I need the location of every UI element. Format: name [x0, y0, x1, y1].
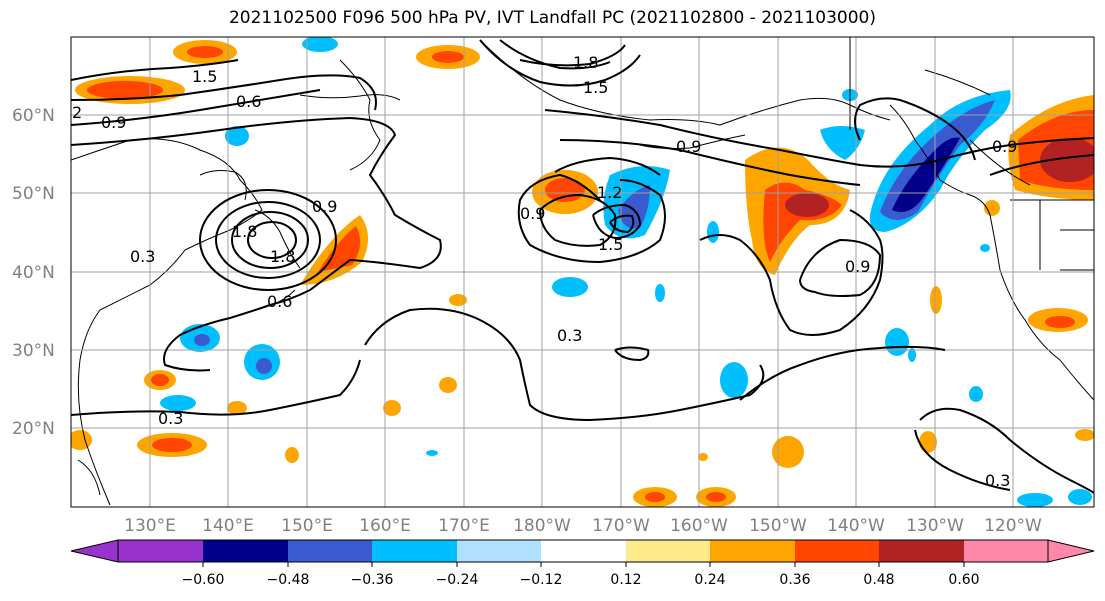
lon-label: 160°E — [359, 516, 411, 536]
colorbar-tick-label: −0.60 — [182, 572, 225, 588]
colorbar-extend-right — [1047, 539, 1095, 563]
contour-label: 0.6 — [236, 92, 261, 111]
colorbar-bin — [288, 540, 372, 562]
lat-label: 30°N — [12, 341, 55, 361]
graticule — [71, 37, 1094, 507]
map-title: 2021102500 F096 500 hPa PV, IVT Landfall… — [228, 8, 876, 28]
lon-label: 130°W — [906, 516, 964, 536]
colorbar-frame — [117, 539, 1049, 563]
colorbar-extend-left — [70, 539, 119, 563]
lon-label: 150°W — [749, 516, 807, 536]
contour-labels: 1.5 0.6 0.9 1.8 1.5 0.9 0.3 0.9 1.8 1.2 … — [72, 53, 1017, 490]
colorbar-bin — [795, 540, 879, 562]
colorbar-tick-label: 0.36 — [779, 572, 810, 588]
lon-label: 150°E — [281, 516, 333, 536]
contour-label: 1.2 — [597, 183, 622, 202]
contour-label: 0.6 — [267, 292, 292, 311]
contour-label: 0.9 — [845, 257, 870, 276]
colorbar-bin — [879, 540, 964, 562]
colorbar-bin — [626, 540, 710, 562]
lat-label: 40°N — [12, 263, 55, 283]
lon-label: 140°W — [827, 516, 885, 536]
colorbar-tick-label: 0.48 — [863, 572, 894, 588]
longitude-labels: 130°E 140°E 150°E 160°E 170°E 180°W 170°… — [124, 516, 1042, 536]
colorbar-tick-label: 0.60 — [948, 572, 979, 588]
contour-label: 1.5 — [598, 235, 623, 254]
contour-label: 0.3 — [985, 471, 1010, 490]
contour-label: 1.8 — [573, 53, 598, 72]
map-frame — [70, 36, 1095, 508]
lat-label: 50°N — [12, 184, 55, 204]
positive-anomaly-shading — [71, 40, 1094, 507]
colorbar-bin — [964, 540, 1048, 562]
contour-label: 1.8 — [270, 247, 295, 266]
contour-label: 0.3 — [158, 409, 183, 428]
lon-label: 170°W — [592, 516, 650, 536]
contour-label: 1.5 — [583, 78, 608, 97]
lon-label: 130°E — [124, 516, 176, 536]
lon-label: 120°W — [984, 516, 1042, 536]
lat-label: 20°N — [12, 419, 55, 439]
colorbar: −0.60 −0.48 −0.36 −0.24 −0.12 0.12 0.24 … — [70, 539, 1095, 588]
colorbar-tick-label: −0.12 — [520, 572, 563, 588]
contour-label: 0.3 — [557, 326, 582, 345]
colorbar-bin — [203, 540, 288, 562]
contour-label: 0.3 — [130, 247, 155, 266]
contour-label: 1.8 — [232, 222, 257, 241]
contour-label: 1.5 — [192, 67, 217, 86]
lon-label: 170°E — [438, 516, 490, 536]
colorbar-tick-label: 0.24 — [694, 572, 725, 588]
latitude-labels: 60°N 50°N 40°N 30°N 20°N — [12, 106, 55, 439]
colorbar-tick-label: −0.36 — [351, 572, 394, 588]
contour-label: 2 — [72, 103, 82, 122]
contour-label: 0.9 — [520, 204, 545, 223]
colorbar-bin — [118, 540, 203, 562]
contour-label: 0.9 — [101, 113, 126, 132]
lon-label: 140°E — [202, 516, 254, 536]
colorbar-bin — [710, 540, 795, 562]
negative-anomaly-shading — [160, 37, 1092, 507]
colorbar-tick-label: −0.24 — [436, 572, 479, 588]
colorbar-tick-label: −0.48 — [267, 572, 310, 588]
colorbar-bin — [541, 540, 626, 562]
colorbar-bin — [372, 540, 457, 562]
lon-label: 180°W — [513, 516, 571, 536]
lon-label: 160°W — [670, 516, 728, 536]
contour-label: 0.9 — [676, 137, 701, 156]
lat-label: 60°N — [12, 106, 55, 126]
contour-label: 0.9 — [312, 197, 337, 216]
pv-contours — [71, 39, 1094, 494]
contour-label: 0.9 — [992, 137, 1017, 156]
colorbar-bin — [457, 540, 541, 562]
colorbar-tick-label: 0.12 — [610, 572, 641, 588]
